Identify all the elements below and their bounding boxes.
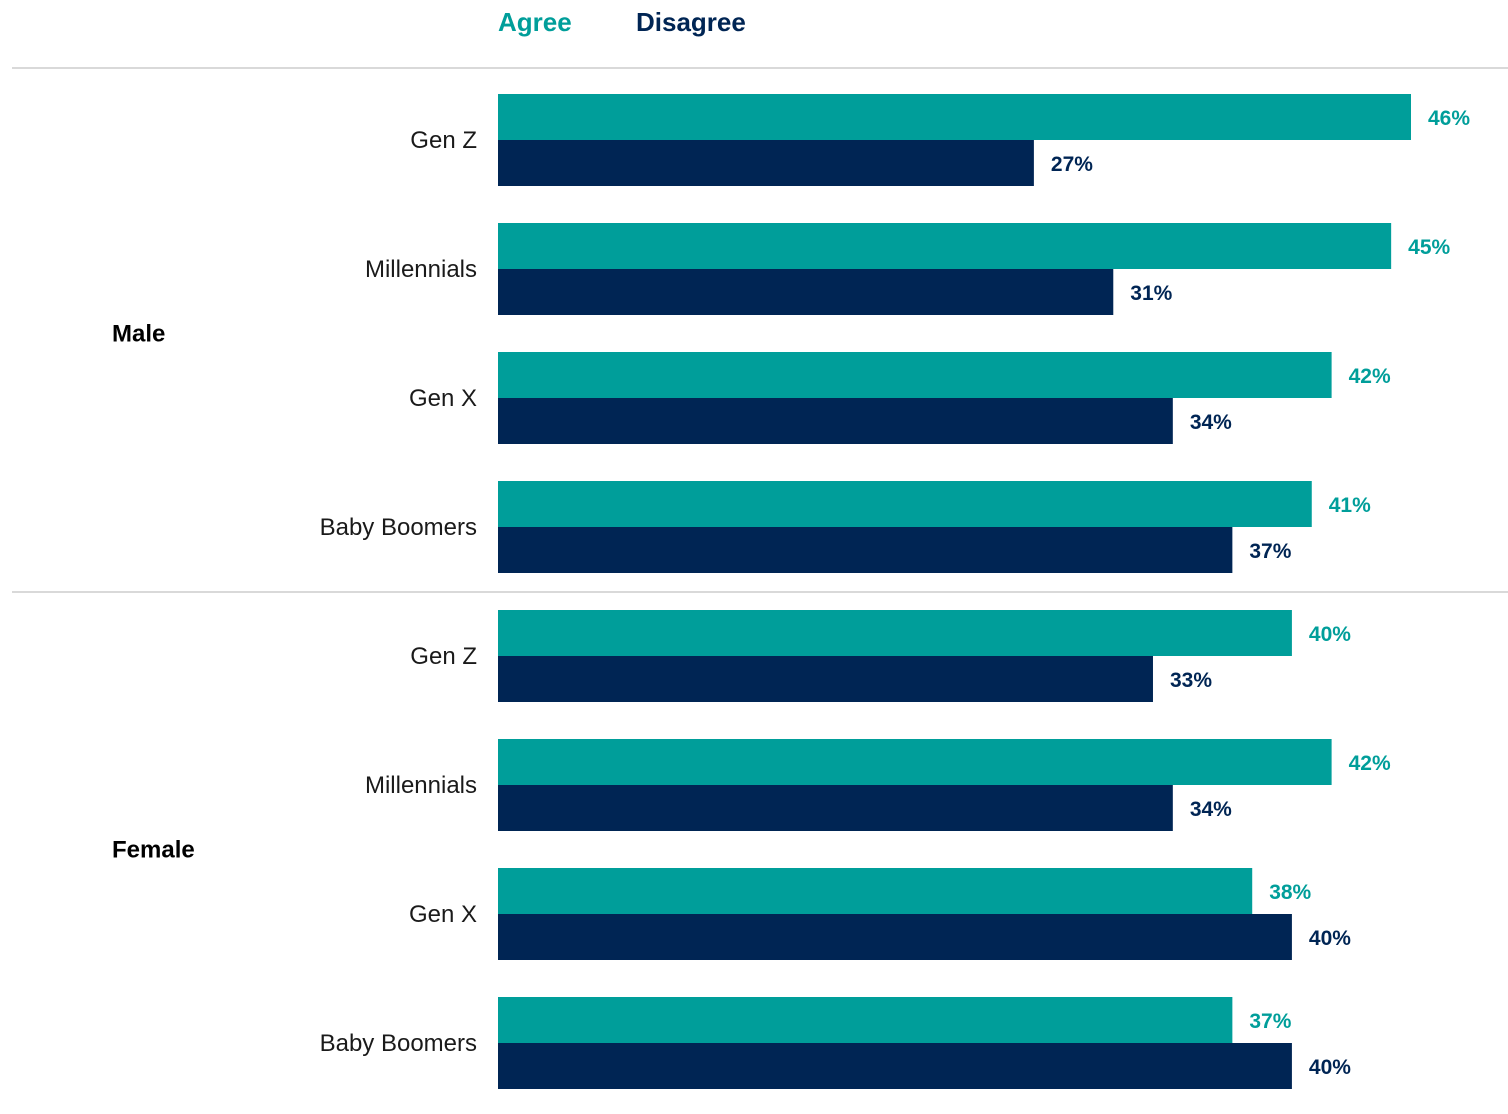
bar-agree [498, 94, 1411, 140]
legend-item-agree: Agree [498, 7, 572, 37]
bar-agree [498, 610, 1292, 656]
category-label: Gen X [409, 385, 477, 412]
group-separators [12, 67, 1508, 593]
value-label-disagree: 31% [1130, 282, 1172, 305]
value-label-disagree: 34% [1190, 411, 1232, 434]
value-label-agree: 41% [1329, 494, 1371, 517]
value-label-agree: 42% [1349, 752, 1391, 775]
bar-disagree [498, 269, 1114, 315]
group-label-female: Female [112, 837, 195, 864]
bar-agree [498, 352, 1332, 398]
legend-item-disagree: Disagree [636, 7, 746, 37]
category-label: Gen Z [410, 643, 477, 670]
value-label-agree: 42% [1349, 365, 1391, 388]
category-label: Baby Boomers [320, 514, 477, 541]
bar-agree [498, 868, 1253, 914]
category-label: Millennials [365, 256, 477, 283]
category-label: Millennials [365, 772, 477, 799]
value-label-agree: 38% [1269, 881, 1311, 904]
bar-disagree [498, 785, 1173, 831]
bar-agree [498, 223, 1392, 269]
bar-disagree [498, 656, 1153, 702]
bar-disagree [498, 1043, 1292, 1089]
value-label-disagree: 27% [1051, 153, 1093, 176]
bar-agree [498, 739, 1332, 785]
value-label-agree: 46% [1428, 107, 1470, 130]
legend: Agree Disagree [498, 7, 746, 37]
category-label: Gen Z [410, 127, 477, 154]
category-label: Gen X [409, 901, 477, 928]
value-label-agree: 40% [1309, 623, 1351, 646]
category-label: Baby Boomers [320, 1030, 477, 1057]
bar-disagree [498, 140, 1034, 186]
value-label-disagree: 34% [1190, 798, 1232, 821]
value-label-disagree: 33% [1170, 669, 1212, 692]
value-label-disagree: 40% [1309, 927, 1351, 950]
category-labels: Gen Z Millennials Gen X Baby Boomers Gen Z Mi… [320, 127, 477, 1057]
bar-agree [498, 481, 1312, 527]
bar-disagree [498, 527, 1233, 573]
group-labels: Male Female [112, 321, 195, 864]
value-label-agree: 37% [1249, 1010, 1291, 1033]
value-label-disagree: 40% [1309, 1056, 1351, 1079]
value-label-agree: 45% [1408, 236, 1450, 259]
group-label-male: Male [112, 321, 165, 348]
bars [498, 94, 1411, 1089]
bar-disagree [498, 398, 1173, 444]
bar-disagree [498, 914, 1292, 960]
bar-agree [498, 997, 1233, 1043]
value-labels: 46% 27% 45% 31% 42% 34% 41% 37% 40% 33% 42% 34% 38% 4… [1051, 107, 1470, 1079]
value-label-disagree: 37% [1249, 540, 1291, 563]
